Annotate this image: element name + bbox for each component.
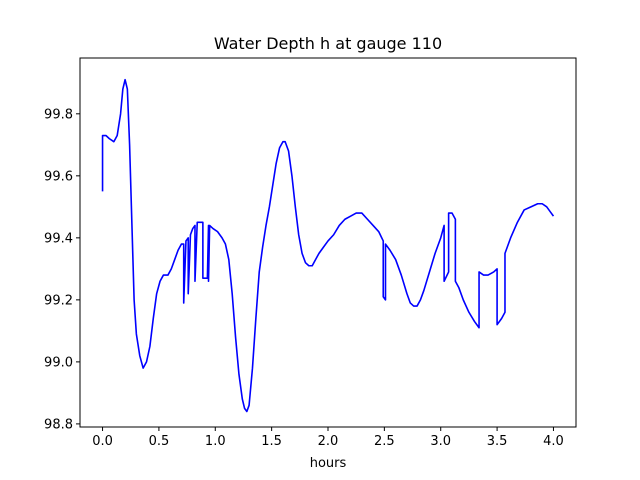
x-tick-label: 1.5 (261, 434, 282, 449)
x-tick-label: 3.0 (430, 434, 451, 449)
x-tick-label: 1.0 (205, 434, 226, 449)
y-tick-label: 99.4 (44, 231, 73, 246)
x-tick-label: 4.0 (543, 434, 564, 449)
series-line-0 (101, 78, 555, 413)
x-tick-label: 3.5 (487, 434, 508, 449)
x-tick-label: 0.5 (149, 434, 170, 449)
x-tick-label: 0.0 (92, 434, 113, 449)
y-tick-label: 99.2 (44, 293, 73, 308)
chart-title: Water Depth h at gauge 110 (214, 34, 442, 53)
x-tick-label: 2.5 (374, 434, 395, 449)
y-tick-label: 99.6 (44, 169, 73, 184)
y-axis: 98.8 99.0 99.2 99.4 99.6 99.8 (44, 107, 80, 432)
x-tick-label: 2.0 (318, 434, 339, 449)
y-tick-label: 99.0 (44, 355, 73, 370)
y-tick-label: 98.8 (44, 417, 73, 432)
x-axis-label: hours (310, 456, 347, 471)
plot-layer (101, 78, 555, 413)
x-axis: 0.0 0.5 1.0 1.5 2.0 2.5 3.0 3.5 4.0 (92, 427, 564, 449)
y-tick-label: 99.8 (44, 107, 73, 122)
